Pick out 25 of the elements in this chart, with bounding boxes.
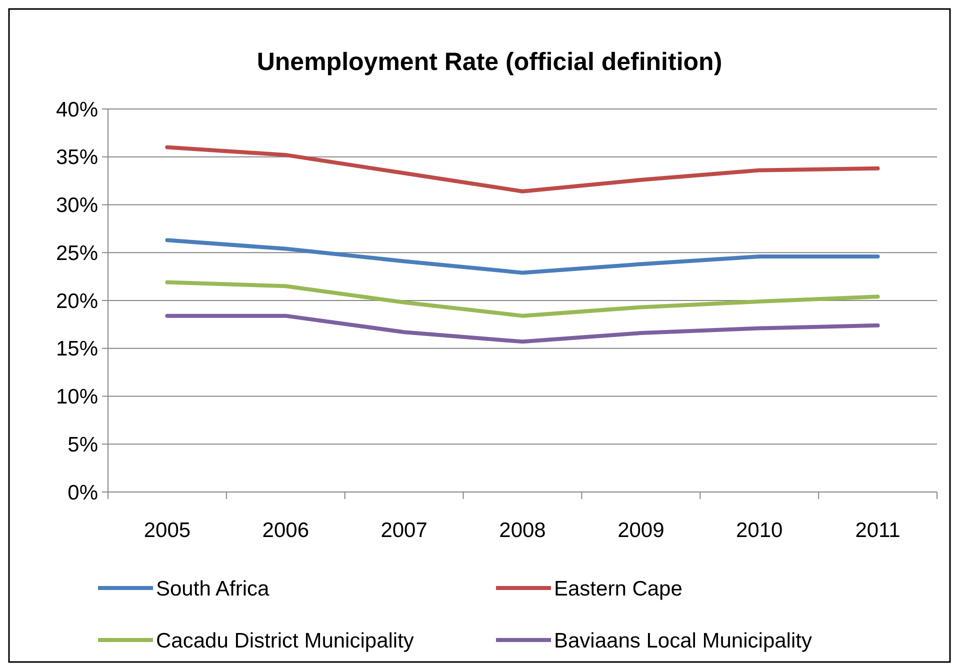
x-tick-label: 2007: [380, 519, 428, 542]
y-tick-label: 40%: [56, 98, 98, 122]
legend-label: South Africa: [156, 577, 270, 600]
y-tick-label: 15%: [56, 338, 98, 361]
chart-title: Unemployment Rate (official definition): [256, 48, 722, 76]
line-series: [165, 238, 880, 275]
line-series: [165, 280, 880, 318]
y-tick-label: 35%: [56, 146, 98, 170]
x-tick-label: 2008: [499, 519, 546, 542]
legend-label: Cacadu District Municipality: [156, 629, 414, 652]
legend-label: Eastern Cape: [554, 577, 682, 600]
x-tick-label: 2009: [618, 519, 664, 542]
x-tick-label: 2005: [144, 519, 191, 542]
y-tick-label: 30%: [56, 194, 98, 218]
x-tick-label: 2010: [736, 519, 783, 542]
legend-label: Baviaans Local Municipality: [554, 629, 812, 652]
x-tick-label: 2006: [262, 519, 309, 542]
x-tick-label: 2011: [855, 519, 900, 542]
y-tick-label: 25%: [56, 242, 98, 265]
line-series: [165, 145, 880, 194]
line-series: [165, 314, 880, 344]
y-tick-label: 0%: [68, 481, 98, 504]
y-tick-label: 10%: [56, 386, 98, 409]
y-tick-label: 20%: [56, 290, 98, 313]
y-tick-label: 5%: [68, 433, 98, 456]
